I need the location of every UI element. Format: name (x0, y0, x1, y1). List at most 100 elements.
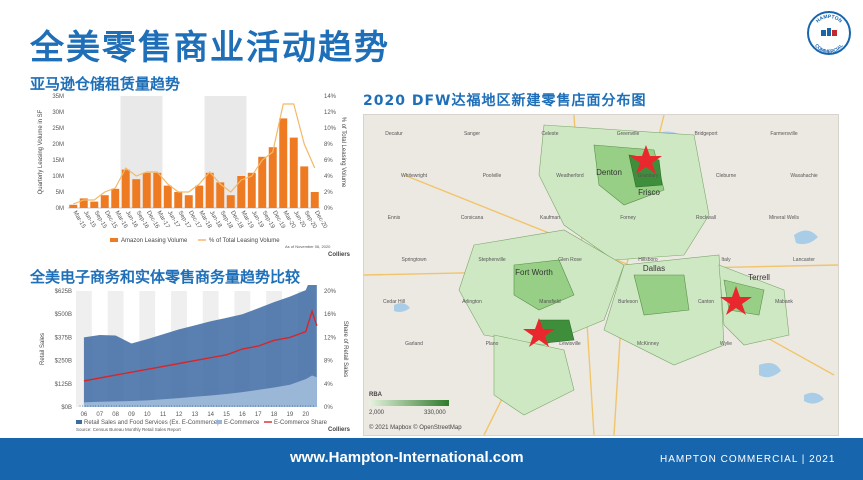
bar (216, 182, 225, 208)
city-label-minor: Italy (721, 257, 731, 263)
legend-title: RBA (369, 392, 383, 398)
star-marker-southwest[interactable] (523, 318, 555, 347)
star-marker-terrell[interactable] (720, 286, 752, 315)
bar (195, 185, 204, 208)
y2-tick-label: 10% (324, 126, 337, 132)
svg-text:HAMPTON: HAMPTON (815, 14, 843, 25)
map-title: 2020 DFW达福地区新建零售店面分布图 (363, 93, 647, 109)
bar (79, 198, 88, 208)
y-tick-label: 15M (52, 158, 64, 164)
x-tick-label: 13 (191, 412, 198, 418)
y-tick-label: $250B (55, 359, 72, 365)
city-label-minor: Wylie (720, 341, 732, 347)
city-label-minor: Weatherford (556, 173, 584, 179)
bar (300, 166, 309, 208)
y-tick-label: 0M (56, 206, 64, 212)
y-tick-label: 20M (52, 142, 64, 148)
footer-url-link[interactable]: www.Hampton-International.com (290, 449, 524, 466)
bar (153, 172, 162, 208)
footer-bar (0, 438, 863, 480)
ecommerce-section-title: 全美电子商务和实体零售商务量趋势比较 (30, 268, 301, 286)
y-tick-label: 25M (52, 126, 64, 132)
bar (279, 118, 288, 208)
y2-tick-label: 0% (324, 206, 333, 212)
bar (226, 195, 235, 208)
x-tick-label: 20 (302, 412, 309, 418)
y-tick-label: 35M (52, 94, 64, 100)
colliers-credit: Colliers (328, 252, 351, 258)
x-tick-label: 08 (112, 412, 119, 418)
series-line (73, 103, 316, 205)
dfw-retail-map[interactable]: Fort Worth Dallas Denton Frisco Terrell Deca… (363, 114, 839, 436)
x-tick-label: 07 (96, 412, 103, 418)
amazon-leasing-chart: 0M 5M 10M 15M 20M 25M 30M 35M 0% 2% 4% 6% 8% 10% 12% 14… (38, 94, 351, 258)
y-tick-label: $125B (55, 382, 72, 388)
y2-tick-label: 16% (324, 312, 337, 318)
bar (121, 169, 130, 208)
x-tick-label: 12 (176, 412, 183, 418)
city-label-minor: Stephenville (478, 257, 505, 263)
y2-axis-label: Share of Retail Sales (342, 321, 348, 377)
bar (237, 176, 246, 208)
bar (111, 188, 120, 208)
logo-top-text: HAMPTON (815, 14, 843, 25)
page-title: 全美零售商业活动趋势 (30, 28, 390, 68)
retail-area (83, 285, 317, 407)
building-logo-icon (821, 28, 837, 36)
x-tick-label: 19 (287, 412, 294, 418)
star-marker-frisco[interactable] (630, 145, 662, 174)
bar (289, 137, 298, 208)
city-label-minor: Burleson (618, 299, 638, 305)
bar (268, 147, 277, 208)
legend-max: 330,000 (424, 410, 446, 416)
city-label-minor: Plano (486, 341, 499, 347)
bar (174, 192, 183, 208)
legend-label: E-Commerce Share (274, 420, 328, 426)
x-tick-label: 14 (207, 412, 214, 418)
legend-min: 2,000 (369, 410, 385, 416)
city-label-minor: Kaufman (540, 215, 560, 221)
city-label-minor: Glen Rose (558, 257, 582, 263)
city-label-minor: Bridgeport (694, 131, 718, 137)
legend-label: % of Total Leasing Volume (209, 238, 280, 244)
legend-label: E-Commerce (224, 420, 260, 426)
x-tick-label: 15 (223, 412, 230, 418)
city-label-minor: Celeste (542, 131, 559, 137)
city-label-major: Denton (596, 168, 622, 177)
star-markers (523, 145, 752, 347)
map-legend: RBA 2,000 330,000 © 2021 Mapbox © OpenSt… (369, 392, 462, 431)
city-label-minor: Corsicana (461, 215, 484, 221)
y-tick-label: 5M (56, 190, 64, 196)
y-tick-label: $375B (55, 335, 72, 341)
city-label-minor: Canton (698, 299, 714, 305)
bar (258, 156, 267, 208)
city-label-minor: Arlington (462, 299, 482, 305)
y2-axis-label: % of Total Leasing Volume (340, 117, 346, 188)
bar (100, 195, 109, 208)
city-label-major: Terrell (748, 273, 770, 282)
x-tick-label: 10 (144, 412, 151, 418)
city-label-minor: Mansfield (539, 299, 561, 305)
map-attribution: © 2021 Mapbox © OpenStreetMap (369, 424, 462, 431)
y2-tick-label: 12% (324, 335, 337, 341)
y-tick-label: $500B (55, 312, 72, 318)
y-tick-label: 10M (52, 174, 64, 180)
y2-tick-label: 8% (324, 359, 333, 365)
bar (90, 201, 99, 208)
city-label-major: Dallas (643, 264, 665, 273)
x-tick-label: 06 (81, 412, 88, 418)
y-tick-label: 30M (52, 110, 64, 116)
y2-tick-label: 0% (324, 405, 333, 411)
y2-tick-label: 12% (324, 110, 337, 116)
city-label-minor: Springtown (401, 257, 426, 263)
footer-brand: HAMPTON COMMERCIAL | 2021 (660, 454, 836, 465)
amazon-section-title: 亚马逊仓储租赁量趋势 (30, 75, 181, 93)
city-label-minor: Whitewright (401, 173, 428, 179)
city-label-minor: Granbury (638, 173, 659, 179)
legend-label: Amazon Leasing Volume (121, 238, 188, 244)
legend-label: Retail Sales and Food Services (Ex. E-Co… (84, 420, 219, 426)
city-label-minor: Greenville (617, 131, 640, 137)
legend-swatch (110, 238, 118, 242)
y2-tick-label: 14% (324, 94, 337, 100)
city-label-minor: Cedar Hill (383, 299, 405, 305)
